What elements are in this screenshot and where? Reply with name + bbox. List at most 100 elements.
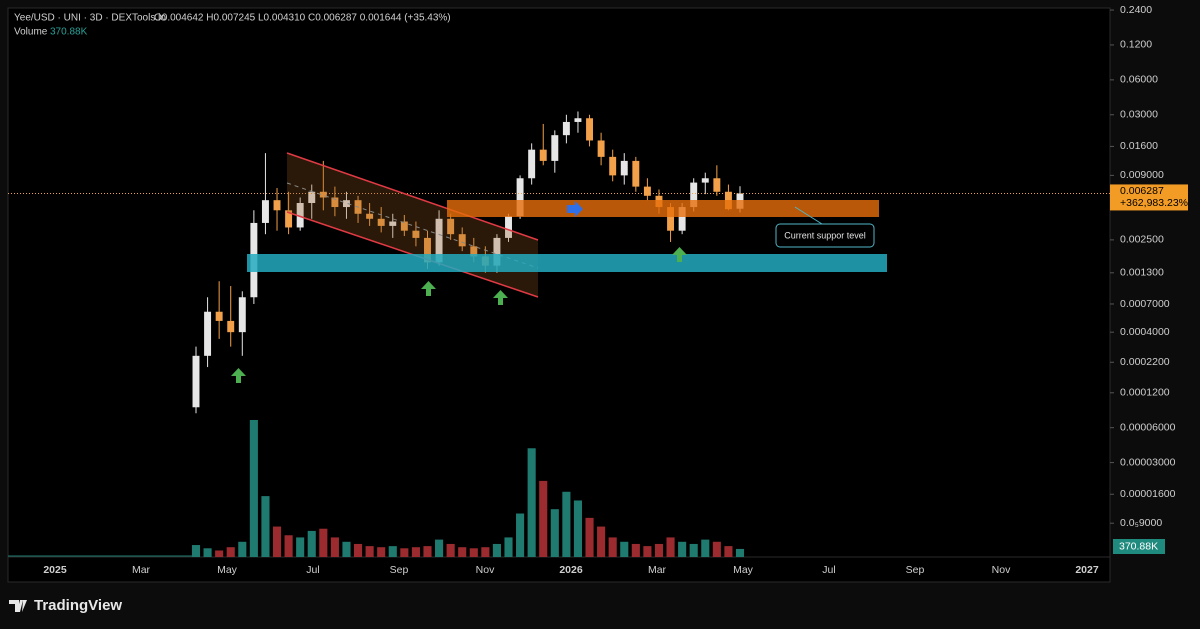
- up-arrow: [421, 281, 436, 296]
- candle-body: [632, 160, 640, 187]
- candle-body: [215, 311, 223, 321]
- up-arrow: [672, 247, 687, 262]
- y-tick-label: 0.1200: [1120, 39, 1152, 51]
- candle-body: [285, 210, 293, 228]
- x-tick-label: Nov: [476, 564, 495, 576]
- y-tick-label: 0.2400: [1120, 4, 1152, 16]
- candle-body: [516, 178, 524, 217]
- volume-bar: [388, 546, 397, 557]
- candle-body: [609, 156, 617, 176]
- volume-bar: [516, 513, 525, 557]
- volume-bar: [585, 517, 594, 557]
- volume-bar: [411, 547, 420, 557]
- candle-body: [319, 191, 327, 198]
- volume-bar: [191, 545, 201, 557]
- volume-bar: [261, 496, 270, 557]
- volume-tag-label: 370.88K: [1119, 540, 1158, 552]
- y-tick-label: 0.01600: [1120, 140, 1158, 152]
- candle-body: [470, 246, 478, 257]
- candle-body: [296, 203, 304, 228]
- volume-bar: [573, 500, 583, 557]
- volume-bar: [458, 547, 467, 557]
- candle-body: [435, 218, 443, 263]
- volume-bar: [527, 448, 536, 557]
- x-tick-label: Mar: [648, 564, 667, 576]
- x-tick-label: 2027: [1075, 564, 1099, 576]
- candle-body: [505, 216, 512, 238]
- x-tick-label: 2025: [43, 564, 67, 576]
- callout-box: [775, 223, 875, 248]
- y-tick-label: 0.002500: [1120, 234, 1164, 246]
- right-arrow: [567, 201, 583, 217]
- y-tick-label: 0.009000: [1120, 169, 1164, 181]
- volume-bar: [689, 543, 698, 557]
- candle-body: [678, 207, 686, 231]
- volume-bar: [492, 543, 501, 557]
- candle-body: [424, 237, 431, 263]
- x-tick-label: 2026: [559, 564, 583, 576]
- volume-bar: [539, 480, 548, 557]
- x-tick-label: Sep: [390, 564, 409, 576]
- volume-bar: [249, 420, 258, 557]
- candle-body: [366, 213, 374, 219]
- candle-body: [308, 191, 316, 204]
- candle-body: [643, 186, 651, 196]
- volume-bar: [423, 546, 432, 557]
- volume-bar: [203, 548, 212, 557]
- channel-line: [286, 152, 539, 241]
- legend-ohlc: O0.004642 H0.007245 L0.004310 C0.006287 …: [154, 13, 451, 24]
- volume-bar: [469, 548, 478, 557]
- candle-body: [331, 197, 339, 208]
- volume-bar: [712, 541, 721, 557]
- candle-body: [701, 178, 709, 183]
- up-arrow: [493, 290, 508, 305]
- candle-body: [412, 230, 420, 238]
- candle-body: [204, 311, 212, 356]
- candle-body: [597, 140, 605, 157]
- volume-bar: [446, 543, 455, 557]
- x-tick-label: Mar: [132, 564, 151, 576]
- volume-bar: [400, 548, 409, 557]
- price-tag: [1110, 184, 1188, 211]
- price-tag-price: 0.006287: [1120, 185, 1164, 197]
- x-tick-label: Sep: [906, 564, 925, 576]
- candle-body: [667, 207, 675, 231]
- y-tick-label: 0.06000: [1120, 74, 1158, 86]
- candle-body: [400, 221, 408, 231]
- logo-icon: [9, 600, 27, 612]
- volume-bar: [353, 543, 363, 557]
- volume-bar: [284, 535, 293, 557]
- candle-body: [586, 118, 594, 141]
- volume-bar: [504, 537, 513, 557]
- resistance-zone: [447, 200, 879, 217]
- volume-bar: [724, 546, 733, 557]
- candle-body: [690, 182, 698, 208]
- candle-body: [539, 149, 547, 161]
- y-tick-label: 0.0001200: [1120, 387, 1170, 399]
- brand: TradingView: [34, 597, 122, 614]
- volume-bar: [654, 543, 664, 557]
- volume-bar: [319, 528, 328, 557]
- drawings: Current suppor tevel: [231, 152, 887, 383]
- volume-bar: [272, 526, 282, 557]
- candle-body: [273, 200, 281, 211]
- volume-bar: [330, 537, 339, 557]
- x-tick-label: Nov: [992, 564, 1011, 576]
- volume-bar: [666, 537, 675, 557]
- y-tick-label: 0.00001600: [1120, 488, 1176, 500]
- candle-body: [261, 200, 269, 223]
- x-tick-label: May: [733, 564, 754, 576]
- callout-text: Current suppor tevel: [784, 230, 866, 240]
- volume-bar: [342, 541, 351, 557]
- volume-bar: [562, 491, 571, 557]
- candle-body: [528, 149, 536, 179]
- candle-body: [342, 200, 350, 208]
- volume-bar: [481, 547, 490, 557]
- support-zone: [247, 254, 887, 272]
- volume-tag: [1113, 539, 1165, 554]
- candle-body: [713, 178, 721, 192]
- volume-bar: [643, 546, 652, 557]
- candle-body: [227, 320, 235, 333]
- volume-bar: [365, 546, 374, 557]
